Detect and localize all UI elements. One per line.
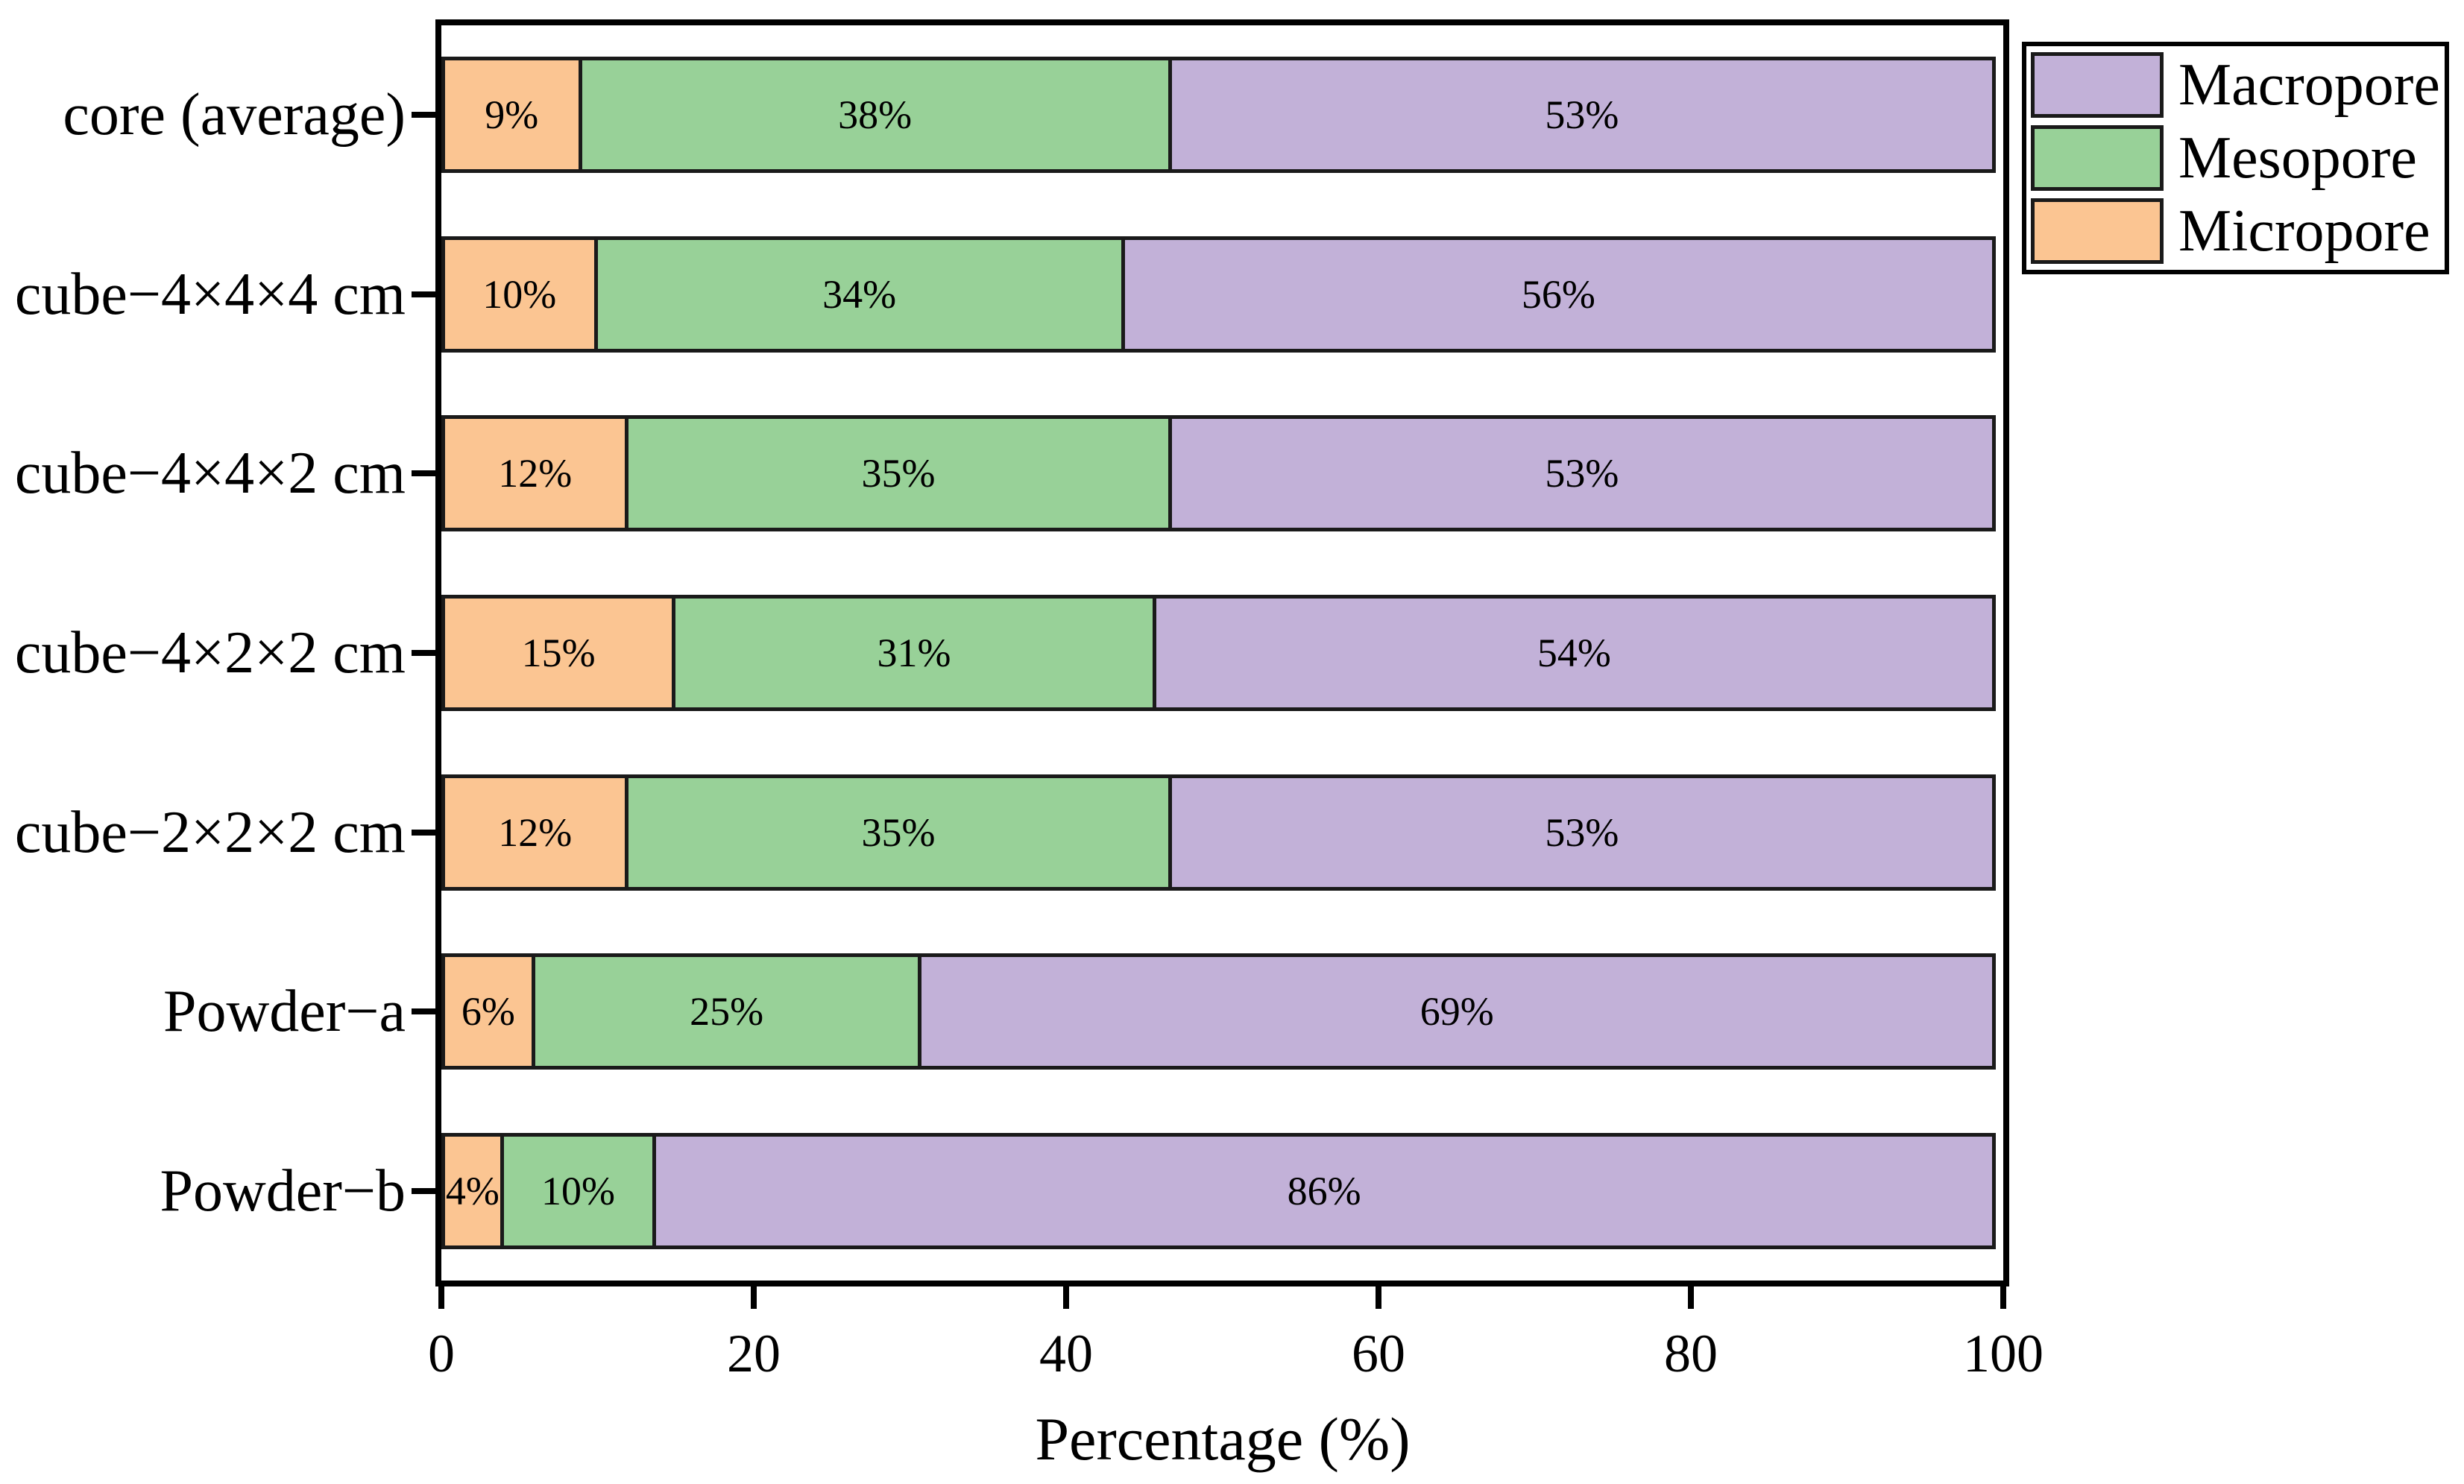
legend-label: Mesopore [2178,125,2417,191]
mesopore-segment: 25% [531,953,922,1070]
bar-row: cube−4×2×2 cm 15% 31% 54% [15,563,2003,743]
bar-row: cube−2×2×2 cm 12% 35% 53% [15,742,2003,922]
bar-value-label: 35% [861,451,936,496]
bar-value-label: 10% [482,271,557,317]
bar-value-label: 12% [498,809,573,855]
plot-area: core (average) 9% 38% 53% cube−4×4×4 cm 10% 34… [15,19,2044,1380]
mesopore-segment: 35% [625,774,1172,891]
legend: Macropore Mesopore Micropore [2022,42,2449,274]
bar-row: cube−4×4×2 cm 12% 35% 53% [15,384,2003,563]
x-axis-tick [1063,1286,1069,1309]
macropore-segment: 86% [652,1132,1996,1249]
stacked-bar: 15% 31% 54% [441,594,2003,711]
stacked-bar: 9% 38% 53% [441,57,2003,174]
micropore-segment: 6% [441,953,535,1070]
x-tick-label: 20 [727,1324,781,1383]
legend-entry: Micropore [2031,198,2440,264]
legend-label: Macropore [2178,52,2440,118]
macropore-legend-swatch [2031,52,2164,118]
bar-row: Powder−b 4% 10% 86% [160,1101,2003,1281]
bar-value-label: 38% [838,92,913,138]
bar-value-label: 31% [877,630,951,675]
bar-value-label: 53% [1545,92,1619,138]
bar-value-label: 54% [1537,630,1611,675]
bar-value-label: 53% [1545,809,1619,855]
micropore-segment: 15% [441,594,676,711]
mesopore-segment: 38% [578,57,1172,174]
x-tick-label: 40 [1039,1324,1093,1383]
mesopore-segment: 34% [593,236,1125,353]
bar-value-label: 69% [1420,989,1494,1035]
bar-value-label: 4% [445,1168,500,1213]
bar-value-label: 53% [1545,451,1619,496]
x-axis-tick [751,1286,757,1309]
macropore-segment: 53% [1168,774,1996,891]
category-label: core (average) [63,82,406,148]
bar-value-label: 25% [690,989,764,1035]
legend-entry: Mesopore [2031,125,2440,191]
bar-value-label: 15% [521,630,596,675]
micropore-segment: 12% [441,774,629,891]
micropore-segment: 9% [441,57,582,174]
x-axis-title: Percentage (%) [1035,1405,1411,1473]
macropore-segment: 53% [1168,415,1996,532]
macropore-segment: 56% [1121,236,1996,353]
y-axis-tick [412,112,435,119]
x-axis-tick [1376,1286,1381,1309]
x-axis-tick [1688,1286,1694,1309]
x-axis-tick [438,1286,444,1309]
stacked-bar: 6% 25% 69% [441,953,2003,1070]
category-label: Powder−a [163,979,406,1045]
stacked-bar: 12% 35% 53% [441,415,2003,532]
x-tick-label: 100 [1963,1324,2044,1383]
bar-value-label: 86% [1287,1168,1361,1213]
legend-entry: Macropore [2031,52,2440,118]
micropore-legend-swatch [2031,198,2164,264]
x-tick-label: 60 [1352,1324,1405,1383]
macropore-segment: 53% [1168,57,1996,174]
bar-value-label: 56% [1521,271,1595,317]
y-axis-tick [412,649,435,656]
bar-value-label: 12% [498,451,573,496]
bar-row: Powder−a 6% 25% 69% [163,922,2003,1102]
micropore-segment: 4% [441,1132,504,1249]
bar-value-label: 35% [861,809,936,855]
bar-value-label: 9% [485,92,539,138]
category-label: cube−2×2×2 cm [14,799,406,865]
x-axis-tick [2000,1286,2006,1309]
mesopore-legend-swatch [2031,125,2164,191]
y-axis-tick [412,291,435,297]
stacked-bar: 4% 10% 86% [441,1132,2003,1249]
y-axis-tick [412,1187,435,1194]
mesopore-segment: 35% [625,415,1172,532]
legend-label: Micropore [2178,198,2430,264]
x-tick-label: 0 [428,1324,455,1383]
macropore-segment: 69% [918,953,1996,1070]
category-label: cube−4×4×2 cm [14,441,406,507]
x-tick-label: 80 [1664,1324,1718,1383]
bar-row: core (average) 9% 38% 53% [63,25,2003,205]
y-axis-tick [412,470,435,477]
y-axis-tick [412,1008,435,1015]
bar-value-label: 6% [461,989,515,1035]
category-label: cube−4×2×2 cm [14,619,406,686]
macropore-segment: 54% [1152,594,1996,711]
category-label: Powder−b [160,1158,406,1224]
bar-row: cube−4×4×4 cm 10% 34% 56% [15,205,2003,385]
mesopore-segment: 10% [500,1132,657,1249]
stacked-bar: 10% 34% 56% [441,236,2003,353]
y-axis-tick [412,829,435,836]
mesopore-segment: 31% [672,594,1156,711]
bar-value-label: 34% [822,271,897,317]
stacked-bar: 12% 35% 53% [441,774,2003,891]
micropore-segment: 10% [441,236,598,353]
micropore-segment: 12% [441,415,629,532]
category-label: cube−4×4×4 cm [14,261,406,327]
bar-value-label: 10% [541,1168,616,1213]
